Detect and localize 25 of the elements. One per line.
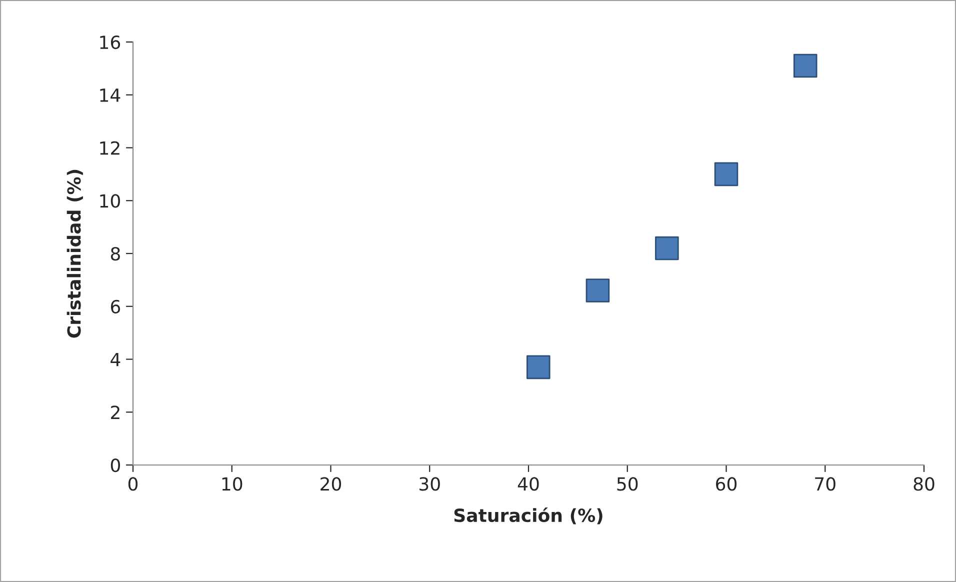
y-tick-label: 4 (110, 352, 120, 366)
x-tick-label: 70 (815, 477, 836, 491)
x-tick-label: 40 (518, 477, 539, 491)
x-tick-label: 30 (420, 477, 440, 491)
point (714, 162, 738, 186)
x-tick-label: 10 (222, 477, 242, 491)
x-tick-label: 20 (320, 477, 342, 491)
y-tick-label: 12 (100, 141, 120, 155)
x-tick-label: 80 (914, 477, 934, 491)
point (526, 355, 550, 380)
y-tick-label: 10 (100, 194, 120, 208)
point (586, 278, 610, 302)
y-tick-label: 14 (100, 88, 120, 102)
y-tick-label: 8 (110, 246, 120, 261)
y-tick-label: 0 (110, 458, 120, 472)
y-axis-title: Cristalinidad (%) (66, 170, 83, 338)
x-tick-label: 50 (617, 477, 638, 491)
x-tick-label: 0 (128, 477, 138, 491)
x-tick-label: 60 (716, 477, 737, 491)
y-tick-label: 6 (110, 300, 120, 314)
y-tick-label: 16 (100, 35, 120, 50)
point (655, 236, 679, 260)
x-axis-title: Saturación (%) (454, 507, 602, 524)
point (793, 54, 818, 78)
y-tick-label: 2 (111, 406, 120, 419)
